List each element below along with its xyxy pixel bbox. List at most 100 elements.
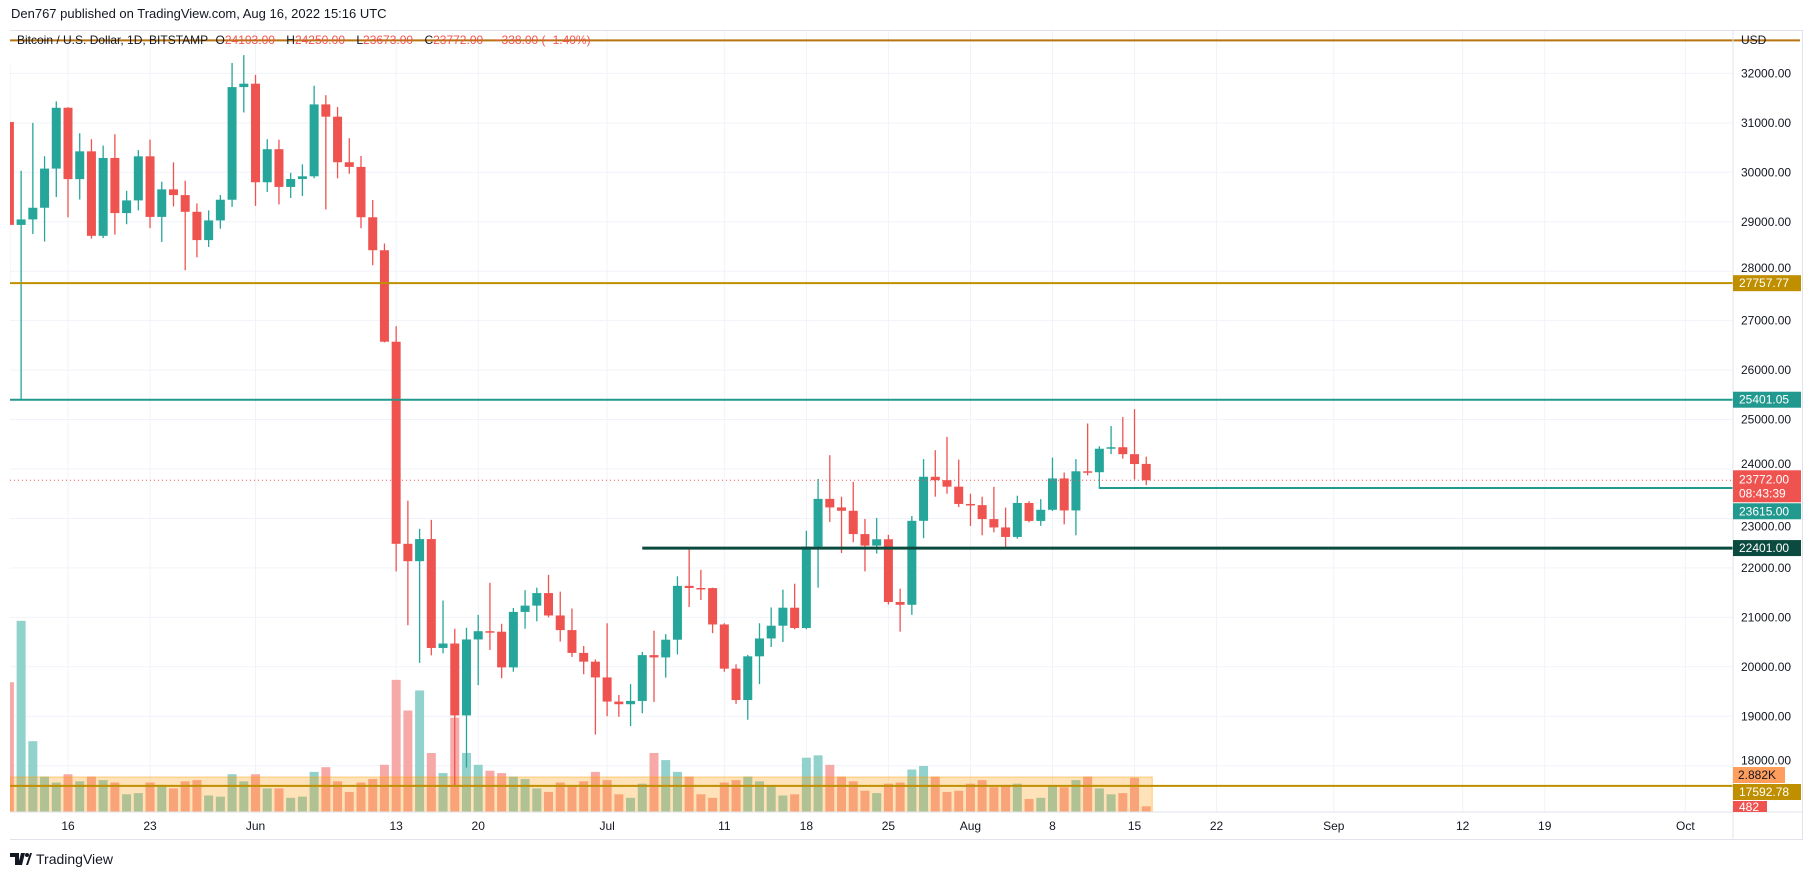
candle (344, 138, 354, 174)
candle (907, 515, 917, 615)
volume-bar (1118, 793, 1128, 812)
countdown-timer: 08:43:39 (1739, 486, 1786, 500)
volume-bar (555, 782, 565, 812)
price-level-badge: 27757.77 (1739, 276, 1789, 290)
y-tick-label: 23000.00 (1741, 519, 1791, 533)
last-price-badge-bg (1733, 470, 1801, 503)
volume-bar (1012, 783, 1022, 812)
candle (110, 134, 120, 235)
candle-body (567, 630, 577, 653)
candle (555, 591, 565, 642)
volume-bar (778, 795, 788, 812)
candlestick-chart[interactable]: 32000.00 31000.00 30000.00 29000.00 28000.00… (0, 0, 1813, 845)
candle (825, 455, 835, 522)
candle-body (51, 107, 61, 169)
candle-body (930, 476, 940, 481)
price-level-badge: 23615.00 (1739, 504, 1789, 518)
volume-bar (719, 782, 729, 812)
x-tick-label: Sep (1323, 819, 1345, 833)
y-tick-label: 18000.00 (1741, 754, 1791, 768)
volume-bar (1141, 806, 1151, 812)
candle (754, 623, 764, 685)
candle (954, 459, 964, 508)
price-level-badge: 17592.78 (1739, 785, 1789, 799)
candle (602, 623, 612, 717)
volume-bar (672, 771, 682, 812)
candle-body (473, 631, 483, 640)
volume-bar (965, 783, 975, 812)
publisher-line: Den767 published on TradingView.com, Aug… (11, 6, 387, 21)
candle (63, 107, 73, 218)
y-tick-label: 28000.00 (1741, 261, 1791, 275)
volume-bar (426, 753, 436, 812)
candle-body (122, 200, 132, 214)
volume-bar (508, 776, 518, 812)
volume-bar (1106, 794, 1116, 812)
candle (567, 608, 577, 657)
candle-body (1118, 447, 1128, 455)
candle-body (1141, 463, 1151, 481)
candle (1001, 507, 1011, 548)
volume-bar (825, 764, 835, 812)
last-volume-badge-bg (1733, 801, 1767, 812)
candle (1024, 501, 1034, 523)
volume-bar (391, 679, 401, 812)
candle-body (731, 668, 741, 701)
candle-body (825, 498, 835, 508)
candle-body (286, 179, 296, 187)
candle (262, 139, 272, 193)
volume-bar (286, 797, 296, 812)
volume-bar (215, 796, 225, 812)
volume-bar (145, 782, 155, 812)
volume-bar (1047, 786, 1057, 812)
volume-bar (1059, 787, 1069, 812)
volume-bar (1001, 784, 1011, 812)
tradingview-logo[interactable]: TradingView (10, 851, 113, 867)
y-tick-label: 30000.00 (1741, 165, 1791, 179)
candle (1047, 457, 1057, 512)
low-value: 23673.00 (363, 33, 414, 47)
candle-body (192, 211, 202, 241)
candle (497, 623, 507, 679)
currency-label: USD (1741, 33, 1767, 47)
volume-bar (848, 781, 858, 812)
candle-body (180, 195, 190, 212)
candle-body (555, 615, 565, 631)
candle-body (40, 168, 50, 208)
candle (895, 588, 905, 632)
candle (790, 583, 800, 630)
volume-bar (1130, 777, 1140, 812)
candle (532, 587, 542, 622)
candle-body (919, 476, 929, 521)
candle-body (1071, 471, 1081, 511)
volume-bar (696, 794, 706, 812)
close-label: C (424, 33, 434, 47)
candle (391, 326, 401, 572)
candle-body (907, 520, 917, 605)
candle (579, 646, 589, 675)
volume-bar (649, 753, 659, 812)
x-tick-label: 11 (718, 819, 731, 833)
volume-bar (75, 781, 85, 812)
volume-bar (180, 781, 190, 812)
candle-body (356, 166, 366, 218)
candle (1012, 495, 1022, 539)
candle-body (438, 643, 448, 648)
chart-frame[interactable] (10, 30, 1803, 840)
candle-body (461, 639, 471, 716)
candle (16, 170, 26, 400)
candle (837, 496, 847, 554)
candle-body (86, 151, 96, 236)
candle (40, 156, 50, 242)
candle-body (1094, 448, 1104, 473)
price-level-badge-bg (1733, 784, 1801, 800)
volume-bar (438, 773, 448, 812)
candle (286, 172, 296, 199)
volume-bar (51, 782, 61, 812)
high-value: 24250.00 (294, 33, 345, 47)
volume-bar (204, 795, 214, 812)
candle-body (239, 83, 249, 88)
candle-body (579, 652, 589, 662)
volume-bar (766, 786, 776, 812)
tradingview-brand: TradingView (36, 851, 114, 867)
